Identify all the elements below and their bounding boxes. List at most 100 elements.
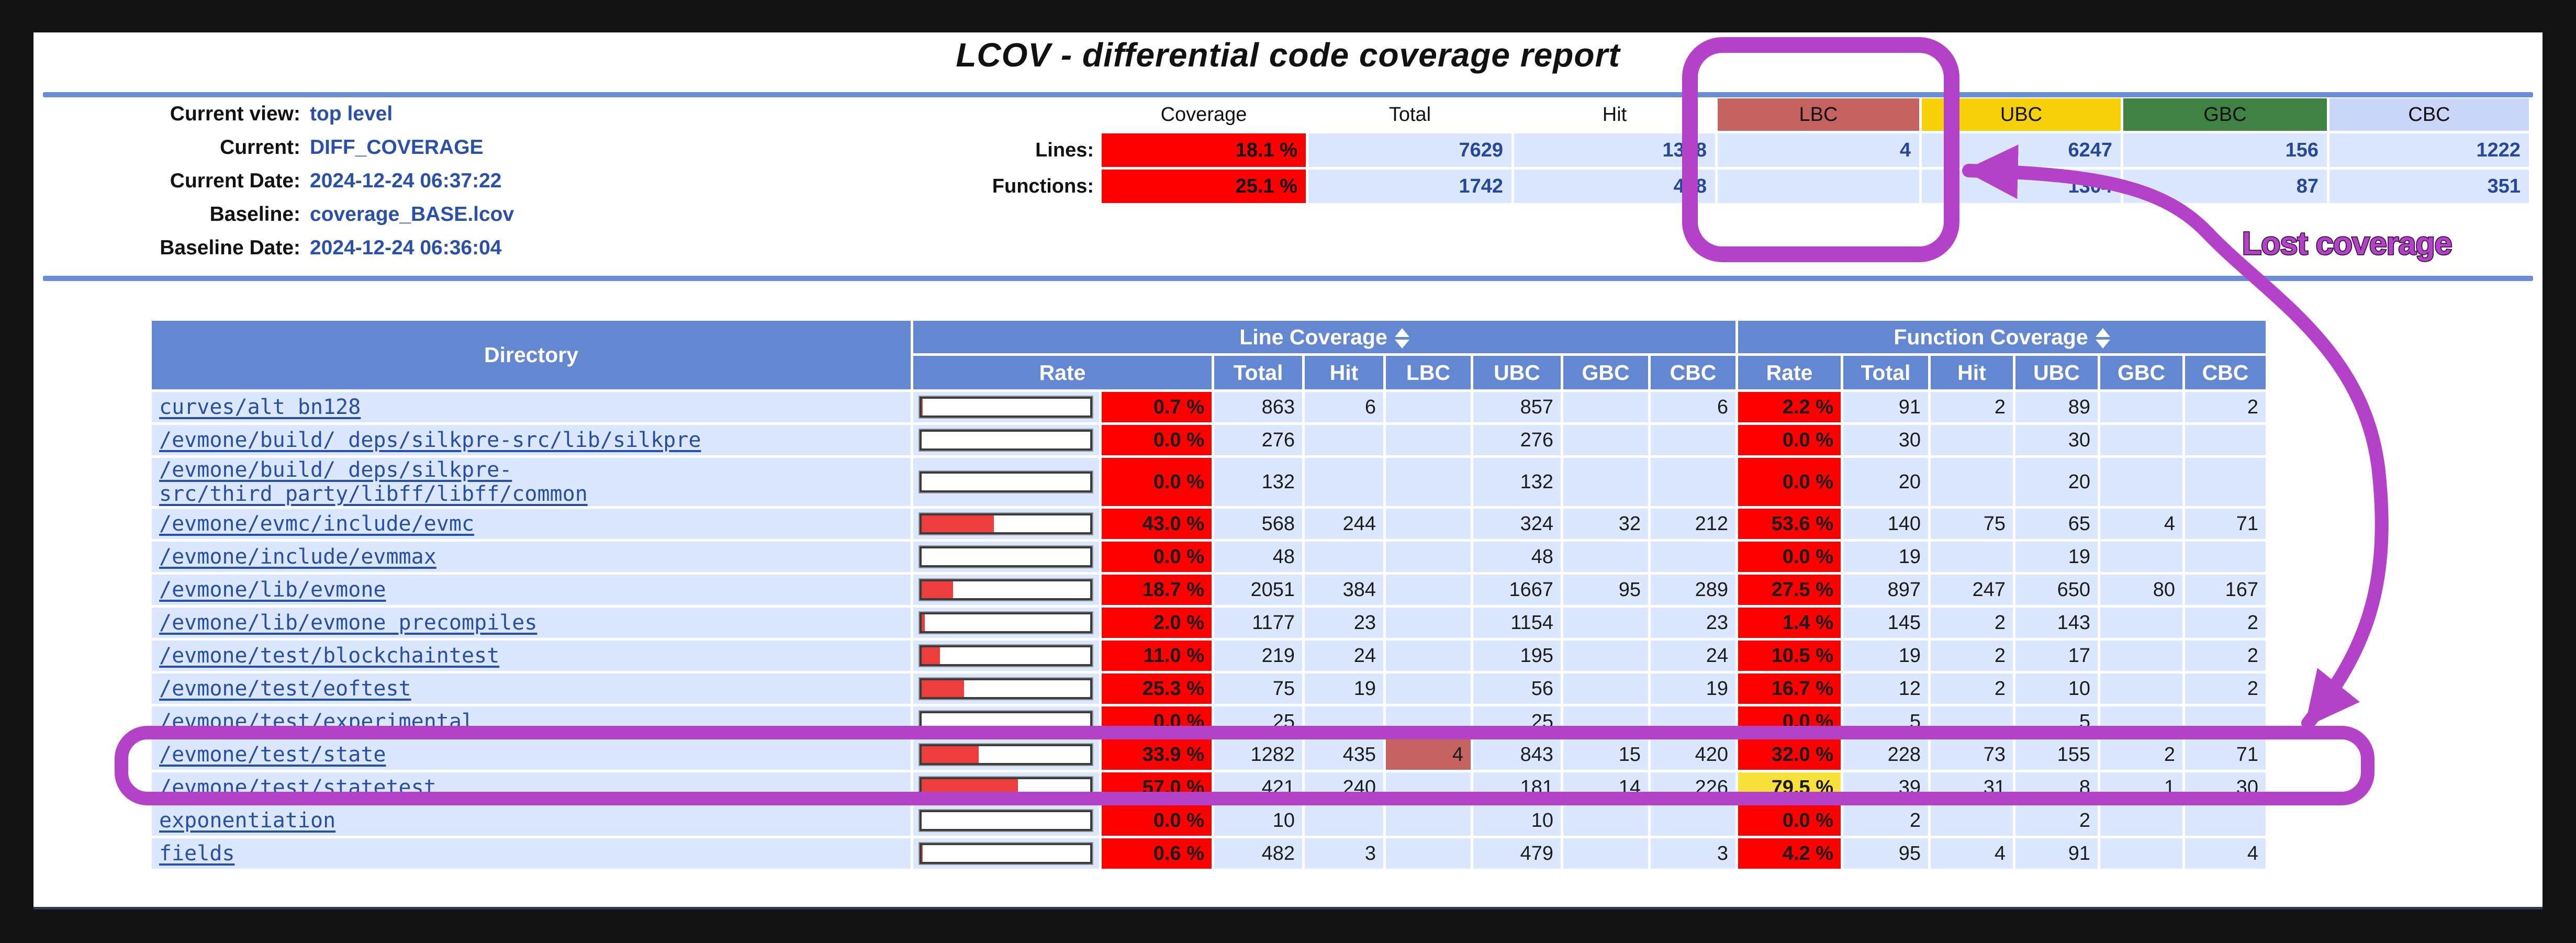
function-hit-cell	[1931, 805, 2013, 836]
function-ubc-cell: 30	[2015, 425, 2098, 455]
line-lbc-cell	[1386, 575, 1471, 605]
line-rate-bar-cell	[913, 706, 1099, 737]
line-total-cell: 10	[1214, 805, 1302, 836]
coverage-summary-table: Coverage Total Hit LBC UBC GBC CBC Lines…	[968, 98, 2529, 203]
directory-cell: /evmone/lib/evmone_precompiles	[152, 608, 911, 638]
line-ubc-header: UBC	[1473, 356, 1561, 389]
line-rate-cell: 25.3 %	[1102, 673, 1212, 704]
function-gbc-cell	[2100, 425, 2182, 455]
function-hit-cell: 4	[1931, 838, 2013, 869]
line-cbc-cell	[1651, 805, 1735, 836]
function-rate-cell: 2.2 %	[1738, 392, 1841, 422]
line-gbc-cell: 15	[1563, 739, 1648, 770]
line-hit-cell	[1305, 805, 1383, 836]
current-view-link[interactable]: top level	[310, 103, 393, 125]
functions-ubc-value: 1304	[1922, 170, 2121, 203]
function-rate-cell: 16.7 %	[1738, 673, 1841, 704]
line-lbc-cell	[1386, 673, 1471, 704]
function-rate-cell: 53.6 %	[1738, 509, 1841, 539]
table-row: /evmone/lib/evmone 18.7 % 2051 384 1667 95 289…	[152, 575, 2266, 605]
line-cbc-cell: 3	[1651, 838, 1735, 869]
directory-link[interactable]: /evmone/evmc/include/evmc	[159, 512, 475, 536]
line-rate-bar-cell	[913, 458, 1099, 506]
baseline-name-link[interactable]: coverage_BASE.lcov	[310, 203, 514, 226]
function-total-cell: 228	[1843, 739, 1928, 770]
field-label: Baseline:	[209, 203, 300, 226]
function-ubc-cell: 19	[2015, 542, 2098, 572]
function-cbc-cell: 30	[2185, 772, 2266, 803]
line-rate-cell: 0.7 %	[1102, 392, 1212, 422]
line-rate-bar-cell	[913, 739, 1099, 770]
function-hit-cell	[1931, 542, 2013, 572]
directory-link[interactable]: /evmone/lib/evmone	[159, 578, 386, 602]
sort-icon[interactable]	[2095, 328, 2110, 349]
function-rate-cell: 0.0 %	[1738, 425, 1841, 455]
function-rate-cell: 1.4 %	[1738, 608, 1841, 638]
directory-cell: exponentiation	[152, 805, 911, 836]
line-hit-cell: 240	[1305, 772, 1383, 803]
lines-ubc-value: 6247	[1922, 133, 2121, 167]
function-cbc-cell	[2185, 805, 2266, 836]
sort-icon[interactable]	[1394, 328, 1409, 349]
directory-link[interactable]: curves/alt_bn128	[159, 395, 361, 419]
directory-link[interactable]: /evmone/test/eoftest	[159, 677, 411, 701]
line-rate-cell: 0.6 %	[1102, 838, 1212, 869]
line-rate-cell: 43.0 %	[1102, 509, 1212, 539]
line-cbc-cell: 226	[1651, 772, 1735, 803]
line-lbc-cell	[1386, 509, 1471, 539]
line-rate-bar-cell	[913, 392, 1099, 422]
current-name-link[interactable]: DIFF_COVERAGE	[310, 136, 484, 159]
directory-link[interactable]: /evmone/lib/evmone_precompiles	[159, 611, 537, 635]
summary-col-lbc: LBC	[1718, 98, 1919, 131]
line-ubc-cell: 1667	[1473, 575, 1561, 605]
function-ubc-cell: 17	[2015, 641, 2098, 671]
function-hit-cell: 2	[1931, 608, 2013, 638]
table-row: /evmone/lib/evmone_precompiles 2.0 % 1177 2…	[152, 608, 2266, 638]
line-cbc-cell	[1651, 458, 1735, 506]
line-lbc-cell	[1386, 805, 1471, 836]
line-hit-cell: 244	[1305, 509, 1383, 539]
function-total-cell: 140	[1843, 509, 1928, 539]
line-rate-bar-cell	[913, 673, 1099, 704]
directory-link[interactable]: /evmone/test/experimental	[159, 710, 475, 734]
page-title: LCOV - differential code coverage report	[956, 36, 1620, 74]
function-gbc-cell	[2100, 542, 2182, 572]
function-total-cell: 91	[1843, 392, 1928, 422]
field-label: Current view:	[170, 103, 300, 125]
function-total-cell: 5	[1843, 706, 1928, 737]
function-cbc-cell: 167	[2185, 575, 2266, 605]
lines-gbc-value: 156	[2123, 133, 2327, 167]
directory-link[interactable]: /evmone/build/_deps/silkpre-src/lib/silk…	[159, 428, 701, 452]
function-gbc-cell	[2100, 805, 2182, 836]
line-ubc-cell: 56	[1473, 673, 1561, 704]
line-rate-bar-cell	[913, 805, 1099, 836]
line-cbc-cell: 23	[1651, 608, 1735, 638]
directory-link[interactable]: /evmone/test/blockchaintest	[159, 644, 500, 668]
table-row: /evmone/test/statetest 57.0 % 421 240 181 14 2…	[152, 772, 2266, 803]
line-lbc-cell	[1386, 392, 1471, 422]
line-hit-cell: 435	[1305, 739, 1383, 770]
directory-link[interactable]: exponentiation	[159, 809, 336, 833]
function-hit-cell: 2	[1931, 673, 2013, 704]
directory-cell: /evmone/build/_deps/silkpre-src/third_pa…	[152, 458, 911, 506]
directory-link[interactable]: /evmone/build/_deps/silkpre-src/third_pa…	[159, 458, 588, 506]
summary-row-label-functions: Functions:	[992, 175, 1094, 197]
directory-link[interactable]: fields	[159, 841, 235, 866]
line-rate-bar-cell	[913, 509, 1099, 539]
baseline-date-value: 2024-12-24 06:36:04	[310, 237, 502, 259]
directory-link[interactable]: /evmone/test/statetest	[159, 776, 436, 800]
function-cbc-cell: 2	[2185, 641, 2266, 671]
line-rate-cell: 0.0 %	[1102, 706, 1212, 737]
coverage-bar	[920, 397, 1092, 418]
function-rate-cell: 32.0 %	[1738, 739, 1841, 770]
function-hit-cell	[1931, 458, 2013, 506]
function-coverage-group-header: Function Coverage	[1738, 321, 2266, 353]
header-divider	[43, 276, 2533, 281]
function-hit-cell	[1931, 425, 2013, 455]
line-gbc-cell	[1563, 641, 1648, 671]
directory-link[interactable]: /evmone/include/evmmax	[159, 545, 436, 569]
line-hit-cell	[1305, 458, 1383, 506]
directory-link[interactable]: /evmone/test/state	[159, 743, 386, 767]
summary-col-coverage: Coverage	[1160, 103, 1247, 126]
coverage-bar	[920, 711, 1092, 732]
